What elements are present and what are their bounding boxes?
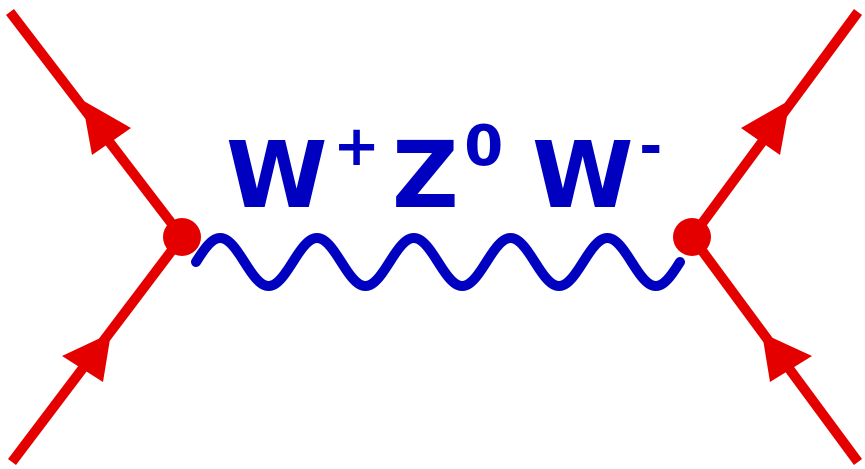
label-w-minus-base: W	[532, 122, 633, 229]
arrow-top-left	[82, 100, 131, 155]
label-w-plus-sup: +	[333, 114, 380, 179]
boson-label-w-minus: W -	[532, 114, 662, 229]
label-w-minus-sup: -	[639, 114, 662, 179]
arrow-bottom-left	[62, 333, 111, 382]
label-z-zero-base: Z	[392, 122, 459, 229]
label-z-zero-sup: 0	[464, 114, 503, 179]
boson-label-z-zero: Z 0	[392, 114, 503, 229]
arrow-top-right	[741, 100, 790, 155]
arrow-bottom-right	[762, 333, 812, 382]
vertex-right	[673, 218, 711, 256]
boson-wavy-line	[191, 232, 685, 292]
vertex-left	[163, 218, 201, 256]
label-w-plus-base: W	[226, 122, 327, 229]
boson-label-w-plus: W +	[226, 114, 380, 229]
